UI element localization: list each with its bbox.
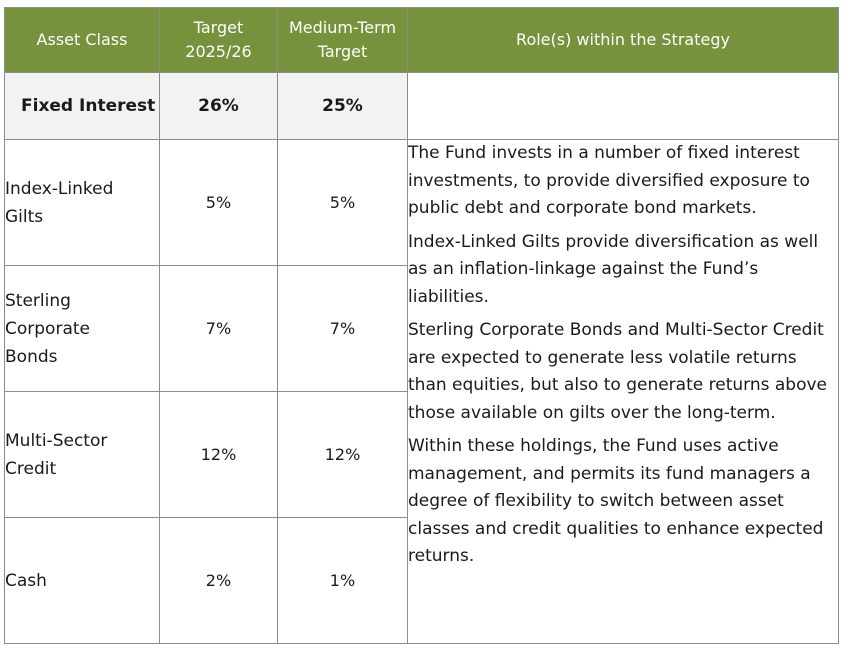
- asset-name-line: Gilts: [5, 206, 44, 227]
- header-medium-line1: Medium-Term: [288, 18, 397, 37]
- header-target-line2: 2025/26: [185, 42, 252, 61]
- header-medium-term-target: Medium-Term Target: [277, 7, 408, 73]
- summary-asset: Fixed Interest: [4, 72, 160, 140]
- summary-medium: 25%: [277, 72, 408, 140]
- target-value: 5%: [159, 139, 278, 266]
- summary-row-fixed-interest: Fixed Interest 26% 25%: [4, 72, 839, 140]
- asset-name-line: Corporate: [5, 318, 90, 339]
- asset-name: Multi-Sector Credit: [4, 391, 160, 518]
- asset-name-line: Sterling: [5, 290, 71, 311]
- asset-name-line: Multi-Sector: [5, 430, 108, 451]
- target-value: 12%: [159, 391, 278, 518]
- target-value: 2%: [159, 517, 278, 644]
- asset-allocation-table: Asset Class Target 2025/26 Medium-Term T…: [4, 7, 839, 644]
- asset-name-line: Cash: [5, 570, 47, 591]
- header-target-line1: Target: [193, 18, 244, 37]
- asset-name-line: Index-Linked: [5, 178, 114, 199]
- asset-name-line: Bonds: [5, 346, 58, 367]
- table-row: Multi-Sector Credit 12% 12%: [4, 391, 839, 518]
- medium-value: 7%: [277, 265, 408, 392]
- asset-name: Sterling Corporate Bonds: [4, 265, 160, 392]
- summary-target: 26%: [159, 72, 278, 140]
- asset-name: Index-Linked Gilts: [4, 139, 160, 266]
- asset-name-line: Credit: [5, 458, 57, 479]
- header-row: Asset Class Target 2025/26 Medium-Term T…: [4, 7, 839, 73]
- medium-value: 12%: [277, 391, 408, 518]
- summary-role: [407, 72, 839, 140]
- table-row: Cash 2% 1%: [4, 517, 839, 644]
- header-asset-class: Asset Class: [4, 7, 160, 73]
- table-row: Sterling Corporate Bonds 7% 7%: [4, 265, 839, 392]
- header-target-2025-26: Target 2025/26: [159, 7, 278, 73]
- strategy-paragraph: Index-Linked Gilts provide diversificati…: [408, 231, 819, 307]
- strategy-paragraph: Within these holdings, the Fund uses act…: [408, 436, 824, 566]
- asset-name: Cash: [4, 517, 160, 644]
- medium-value: 1%: [277, 517, 408, 644]
- strategy-description: The Fund invests in a number of fixed in…: [407, 139, 839, 644]
- target-value: 7%: [159, 265, 278, 392]
- header-medium-line2: Target: [317, 42, 368, 61]
- header-role: Role(s) within the Strategy: [407, 7, 839, 73]
- strategy-paragraph: The Fund invests in a number of fixed in…: [408, 143, 810, 218]
- strategy-paragraph: Sterling Corporate Bonds and Multi-Secto…: [408, 320, 827, 423]
- medium-value: 5%: [277, 139, 408, 266]
- table-row: Index-Linked Gilts 5% 5% The Fund invest…: [4, 139, 839, 644]
